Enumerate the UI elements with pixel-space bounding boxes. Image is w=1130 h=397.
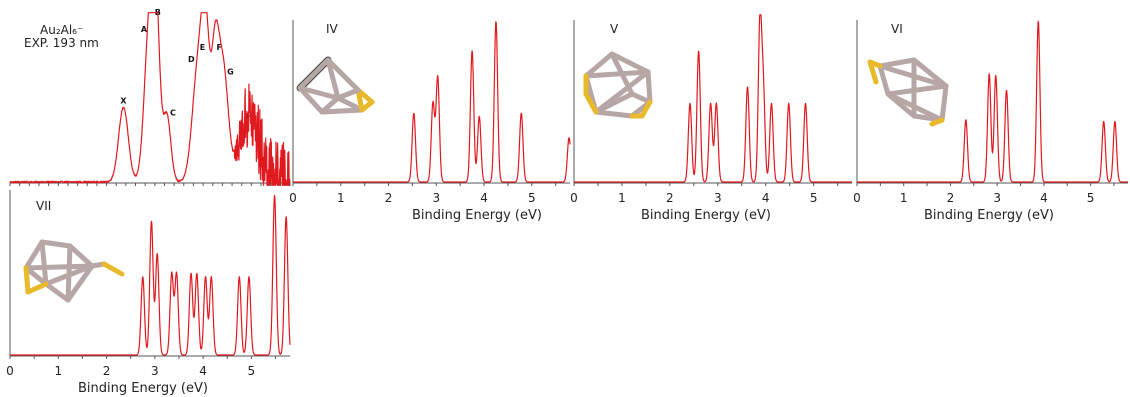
vii-x-ticks: 0 1 2 3 4 5: [6, 356, 277, 378]
x-tick-label: 1: [618, 191, 626, 205]
panel-v: V 0 1 2 3 4 5 Binding Energy (eV): [570, 14, 853, 223]
peak-label-e: E: [200, 43, 205, 52]
x-tick-label: 1: [337, 191, 345, 205]
exp-title-line-2: EXP. 193 nm: [24, 36, 99, 50]
x-tick-label: 1: [900, 191, 908, 205]
exp-spectrum-trace: [9, 12, 291, 186]
iv-x-ticks: 0 1 2 3 4 5: [289, 183, 557, 205]
cluster-structure-v: [583, 51, 653, 119]
x-tick-label: 3: [432, 191, 440, 205]
cluster-structure-vii: [23, 239, 125, 303]
peak-label-c: C: [170, 109, 176, 118]
vii-spectrum-trace: [9, 194, 291, 356]
exp-x-ticks: [9, 183, 291, 186]
x-tick-label: 5: [810, 191, 818, 205]
vi-x-ticks: 0 1 2 3 4 5: [853, 183, 1115, 205]
iv-x-axis-label: Binding Energy (eV): [412, 208, 542, 223]
peak-label-d: D: [188, 55, 195, 64]
x-tick-label: 2: [666, 191, 674, 205]
cluster-structure-vi: [867, 57, 949, 127]
iv-spectrum-trace: [292, 21, 571, 183]
v-x-axis-label: Binding Energy (eV): [641, 208, 771, 223]
panel-iv: IV 0 1 2 3 4 5 Binding Energy (eV): [289, 20, 571, 223]
x-tick-label: 4: [199, 364, 207, 378]
x-tick-label: 3: [993, 191, 1001, 205]
panel-label-vi: VI: [891, 22, 903, 36]
x-tick-label: 0: [570, 191, 578, 205]
peak-label-f: F: [216, 43, 221, 52]
x-tick-label: 5: [248, 364, 256, 378]
x-tick-label: 2: [385, 191, 393, 205]
x-tick-label: 3: [151, 364, 159, 378]
panel-vii: VII 0 1 2 3 4 5 Binding Energy (eV): [6, 190, 291, 396]
vi-x-axis-label: Binding Energy (eV): [924, 208, 1054, 223]
x-tick-label: 3: [714, 191, 722, 205]
x-tick-label: 2: [947, 191, 955, 205]
x-tick-label: 5: [528, 191, 536, 205]
panel-label-iv: IV: [326, 22, 339, 36]
peak-label-x: X: [120, 96, 127, 105]
panel-label-vii: VII: [36, 199, 51, 213]
cluster-structure-iv: [296, 56, 375, 115]
x-tick-label: 4: [1040, 191, 1048, 205]
vii-x-axis-label: Binding Energy (eV): [78, 381, 208, 396]
x-tick-label: 5: [1087, 191, 1095, 205]
v-spectrum-trace: [573, 14, 853, 183]
peak-label-g: G: [227, 67, 234, 76]
panel-vi: VI 0 1 2 3 4 5 Binding Energy (eV): [853, 20, 1129, 223]
x-tick-label: 0: [853, 191, 861, 205]
x-tick-label: 4: [762, 191, 770, 205]
exp-title-line-1: Au₂Al₆⁻: [40, 23, 83, 37]
v-x-ticks: 0 1 2 3 4 5: [570, 183, 839, 205]
x-tick-label: 0: [6, 364, 14, 378]
x-tick-label: 0: [289, 191, 297, 205]
panel-label-v: V: [610, 22, 619, 36]
x-tick-label: 2: [103, 364, 111, 378]
x-tick-label: 4: [480, 191, 488, 205]
peak-label-a: A: [141, 25, 148, 34]
x-tick-label: 1: [54, 364, 62, 378]
vi-spectrum-trace: [856, 20, 1129, 183]
